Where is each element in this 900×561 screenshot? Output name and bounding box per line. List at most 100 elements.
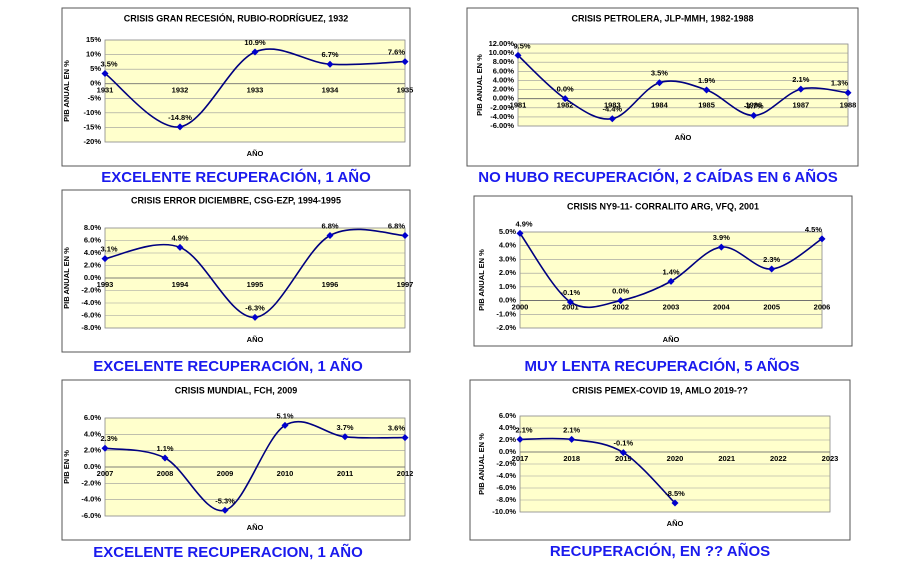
point-marker <box>341 433 349 441</box>
point-marker <box>568 435 576 443</box>
y-tick-label: 12.00% <box>489 39 515 48</box>
y-tick-label: -6.00% <box>490 121 514 130</box>
data-label: 2.3% <box>100 434 117 443</box>
x-tick-label: 1986 <box>745 101 762 110</box>
x-tick-label: 1996 <box>322 280 339 289</box>
point-marker <box>176 123 184 131</box>
data-label: 1.9% <box>698 76 715 85</box>
chart-title: CRISIS PEMEX-COVID 19, AMLO 2019-?? <box>572 385 748 395</box>
y-tick-label: 15% <box>86 35 101 44</box>
y-tick-label: 2.0% <box>499 268 516 277</box>
x-tick-label: 2000 <box>512 303 529 312</box>
data-label: 6.8% <box>388 221 405 230</box>
y-tick-label: 2.0% <box>84 260 101 269</box>
y-tick-label: -20% <box>83 137 101 146</box>
point-marker <box>161 454 169 462</box>
y-tick-label: -2.0% <box>496 323 516 332</box>
data-label: -6.3% <box>245 303 265 312</box>
y-tick-label: 10% <box>86 50 101 59</box>
x-tick-label: 2019 <box>615 454 632 463</box>
point-marker <box>401 434 409 442</box>
point-marker <box>671 499 679 507</box>
y-tick-label: 2.00% <box>493 85 515 94</box>
point-marker <box>514 51 522 59</box>
point-marker <box>566 298 574 306</box>
caption: RECUPERACIÓN, EN ?? AÑOS <box>550 542 770 560</box>
y-axis-label: PIB EN % <box>62 450 71 484</box>
data-label: 2.3% <box>763 255 780 264</box>
y-tick-label: -6.0% <box>81 310 101 319</box>
data-line <box>519 437 676 504</box>
y-tick-label: 0.0% <box>499 296 516 305</box>
point-marker <box>703 86 711 94</box>
data-label: -0.1% <box>561 288 581 297</box>
y-tick-label: 5.0% <box>499 227 516 236</box>
y-tick-label: -1.0% <box>496 309 516 318</box>
y-tick-label: 0.0% <box>499 447 516 456</box>
y-axis-label: PIB ANUAL EN % <box>477 433 486 495</box>
y-tick-label: -2.0% <box>496 459 516 468</box>
chart-title: CRISIS GRAN RECESIÓN, RUBIO-RODRÍGUEZ, 1… <box>124 12 349 23</box>
x-tick-label: 1985 <box>698 101 715 110</box>
x-tick-label: 2020 <box>667 454 684 463</box>
x-tick-label: 1934 <box>322 86 340 95</box>
point-marker <box>818 235 826 243</box>
chart-title: CRISIS ERROR DICIEMBRE, CSG-EZP, 1994-19… <box>131 195 341 205</box>
y-tick-label: 4.0% <box>84 248 101 257</box>
data-label: -8.5% <box>665 489 685 498</box>
y-axis-label: PIB ANUAL EN % <box>475 54 484 116</box>
data-label: 3.9% <box>713 233 730 242</box>
x-tick-label: 2006 <box>814 303 831 312</box>
y-tick-label: -10% <box>83 108 101 117</box>
y-tick-label: 8.00% <box>493 57 515 66</box>
point-marker <box>326 232 334 239</box>
x-tick-label: 2009 <box>217 469 234 478</box>
y-axis-label: PIB ANUAL EN % <box>477 249 486 311</box>
y-tick-label: -2.0% <box>81 285 101 294</box>
plot-area <box>104 39 406 143</box>
x-tick-label: 2008 <box>157 469 174 478</box>
y-tick-label: -15% <box>83 122 101 131</box>
x-tick-label: 2001 <box>562 303 579 312</box>
point-marker <box>768 265 776 273</box>
data-label: 4.5% <box>805 225 822 234</box>
data-label: 7.6% <box>388 48 405 57</box>
chart-title: CRISIS MUNDIAL, FCH, 2009 <box>175 385 298 395</box>
point-marker <box>655 79 663 87</box>
caption: NO HUBO RECUPERACIÓN, 2 CAÍDAS EN 6 AÑOS <box>478 168 838 186</box>
data-label: 5.1% <box>276 411 293 420</box>
y-tick-label: -4.00% <box>490 112 514 121</box>
y-tick-label: 0.0% <box>84 462 101 471</box>
point-marker <box>251 313 259 321</box>
data-label: 10.9% <box>244 38 266 47</box>
point-marker <box>401 232 409 239</box>
data-label: 2.1% <box>515 425 532 434</box>
x-tick-label: 2002 <box>612 303 629 312</box>
data-label: -14.8% <box>168 113 192 122</box>
y-tick-label: 0.00% <box>493 94 515 103</box>
y-tick-label: -10.0% <box>492 507 516 516</box>
point-marker <box>401 58 409 66</box>
x-tick-label: 1988 <box>840 101 857 110</box>
chart-title: CRISIS NY9-11- CORRALITO ARG, VFQ, 2001 <box>567 201 759 211</box>
y-tick-label: 6.0% <box>84 413 101 422</box>
x-axis-label: AÑO <box>247 149 264 158</box>
x-tick-label: 1933 <box>247 86 264 95</box>
x-tick-label: 2023 <box>822 454 839 463</box>
y-tick-label: 4.0% <box>84 429 101 438</box>
y-tick-label: 3.0% <box>499 254 516 263</box>
x-tick-label: 2017 <box>512 454 529 463</box>
y-tick-label: 0.0% <box>84 273 101 282</box>
y-tick-label: 4.0% <box>499 241 516 250</box>
x-tick-label: 2010 <box>277 469 294 478</box>
y-tick-label: 2.0% <box>499 435 516 444</box>
x-tick-label: 2021 <box>718 454 735 463</box>
y-axis-label: PIB ANUAL EN % <box>62 247 71 309</box>
y-tick-label: -2.00% <box>490 103 514 112</box>
y-tick-label: 4.0% <box>499 423 516 432</box>
y-tick-label: -6.0% <box>81 511 101 520</box>
caption: EXCELENTE RECUPERACIÓN, 1 AÑO <box>101 168 371 186</box>
y-tick-label: -2.0% <box>81 478 101 487</box>
x-tick-label: 1997 <box>397 280 414 289</box>
x-tick-label: 1932 <box>172 86 189 95</box>
